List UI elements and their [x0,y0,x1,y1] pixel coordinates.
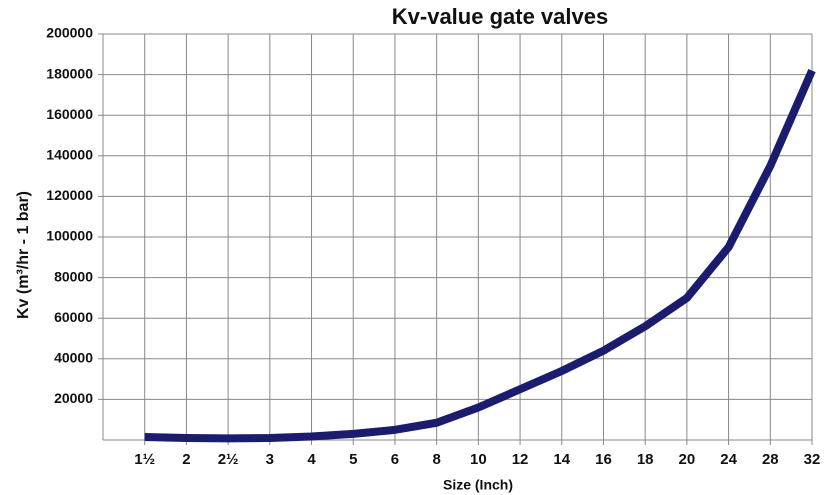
x-tick-label: 1½ [134,451,155,468]
y-tick-label: 160000 [46,106,93,122]
x-tick-label: 5 [349,451,357,468]
x-tick-label: 3 [266,451,274,468]
x-tick-label: 24 [720,451,737,468]
y-tick-label: 80000 [54,268,93,284]
x-tick-label: 20 [679,451,696,468]
x-tick-label: 16 [595,451,612,468]
y-tick-label: 60000 [54,309,93,325]
x-tick-label: 18 [637,451,654,468]
x-tick-label: 12 [512,451,529,468]
x-tick-label: 4 [307,451,316,468]
x-tick-label: 10 [470,451,487,468]
y-axis-label: Kv (m³/hr - 1 bar) [15,191,32,319]
y-tick-label: 180000 [46,65,93,81]
y-tick-label: 140000 [46,147,93,163]
x-tick-label: 32 [804,451,821,468]
y-tick-label: 120000 [46,187,93,203]
x-tick-label: 2½ [218,451,239,468]
chart-title: Kv-value gate valves [392,4,608,29]
x-tick-label: 6 [391,451,399,468]
data-line [144,68,816,443]
x-tick-label: 2 [182,451,190,468]
y-tick-label: 200000 [46,25,93,41]
x-tick-label: 8 [432,451,440,468]
y-tick-label: 20000 [54,390,93,406]
x-tick-label: 14 [553,451,570,468]
x-tick-label: 28 [762,451,779,468]
y-tick-label: 40000 [54,350,93,366]
x-axis-label: Size (Inch) [443,477,513,493]
y-tick-label: 100000 [46,228,93,244]
